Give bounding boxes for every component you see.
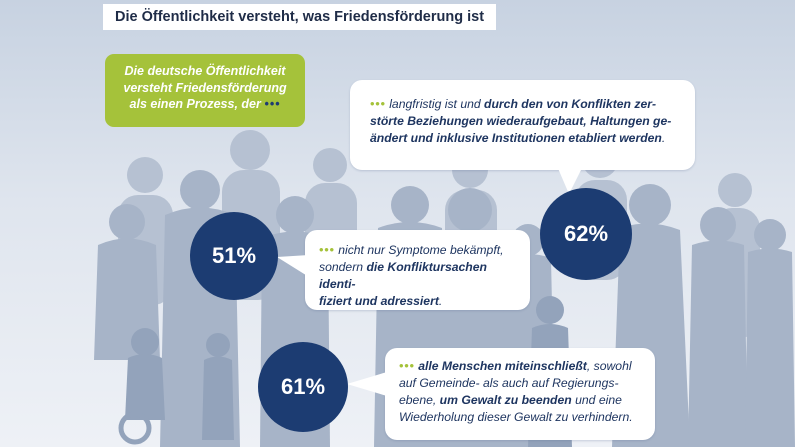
bullet-dots: ••• [370, 97, 386, 111]
statement-51-line-3: fiziert und adressiert. [319, 294, 443, 308]
bubble-tail-62 [557, 166, 583, 194]
statement-61-line-4: Wiederholung dieser Gewalt zu verhindern… [399, 410, 633, 424]
intro-dots: ••• [264, 97, 281, 111]
intro-line-1: Die deutsche Öffentlichkeit [124, 64, 286, 78]
statement-61-line-2: auf Gemeinde- als auch auf Regierungs- [399, 376, 619, 390]
statement-bubble-62: ••• langfristig ist und durch den von Ko… [350, 80, 695, 170]
intro-line-2: versteht Friedensförderung [123, 80, 287, 95]
statement-61-line-3: ebene, um Gewalt zu beenden und eine [399, 393, 622, 407]
page-title: Die Öffentlichkeit versteht, was Frieden… [103, 4, 497, 30]
statement-62-line-1: ••• langfristig ist und durch den von Ko… [370, 97, 657, 111]
bullet-dots: ••• [319, 243, 335, 257]
bullet-dots: ••• [399, 359, 415, 373]
percent-badge-51: 51% [190, 212, 278, 300]
statement-62-line-2: störte Beziehungen wiederaufgebaut, Halt… [370, 114, 672, 128]
statement-bubble-51: ••• nicht nur Symptome bekämpft, sondern… [305, 230, 530, 310]
statement-51-line-1: ••• nicht nur Symptome bekämpft, [319, 243, 504, 257]
percent-badge-62: 62% [540, 188, 632, 280]
intro-box: Die deutsche Öffentlichkeit versteht Fri… [105, 54, 305, 127]
intro-line-3: als einen Prozess, der ••• [129, 97, 281, 111]
statement-61-line-1: ••• alle Menschen miteinschließt, sowohl [399, 359, 632, 373]
bubble-tail-51 [277, 255, 309, 277]
statement-62-line-3: ändert und inklusive Institutionen etabl… [370, 131, 666, 145]
statement-bubble-61: ••• alle Menschen miteinschließt, sowohl… [385, 348, 655, 440]
percent-badge-61: 61% [258, 342, 348, 432]
statement-51-line-2: sondern die Konfliktursachen identi- [319, 260, 487, 291]
bubble-tail-61 [347, 372, 387, 396]
